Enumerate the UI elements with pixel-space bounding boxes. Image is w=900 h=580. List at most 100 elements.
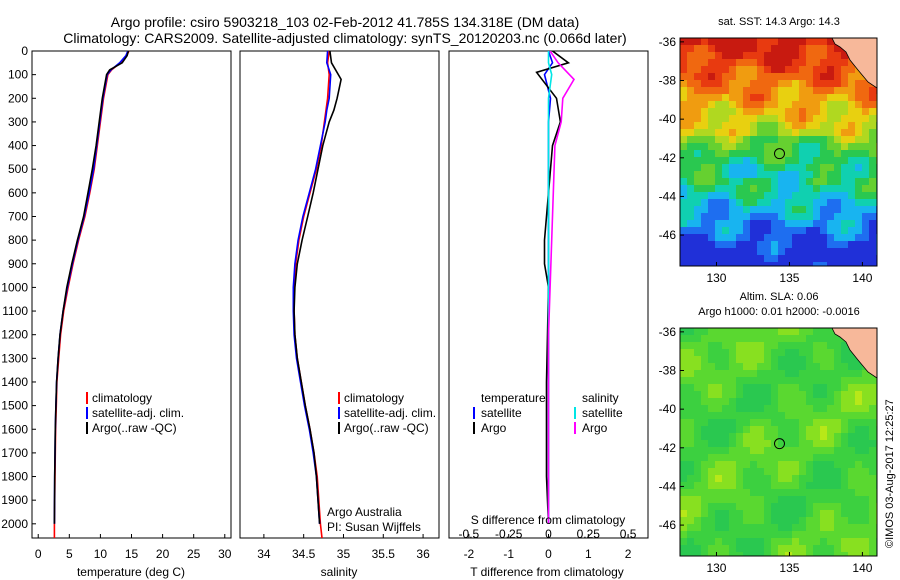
map-cell [729, 496, 736, 503]
lat-tick-label: -36 [659, 325, 677, 339]
map-cell [701, 150, 708, 157]
map-cell [820, 454, 827, 461]
map-cell [827, 220, 834, 227]
map-cell [715, 370, 722, 377]
map-cell [743, 468, 750, 475]
map-cell [820, 524, 827, 531]
map-cell [841, 412, 848, 419]
map-cell [827, 524, 834, 531]
map-cell [701, 440, 708, 447]
map-cell [694, 370, 701, 377]
map-cell [757, 143, 764, 150]
map-cell [869, 241, 876, 248]
map-cell [806, 531, 813, 538]
map-cell [687, 73, 694, 80]
map-cell [862, 213, 869, 220]
map-cell [708, 150, 715, 157]
map-cell [694, 241, 701, 248]
map-cell [680, 482, 687, 489]
map-cell [687, 545, 694, 552]
map-cell [750, 87, 757, 94]
map-cell [862, 87, 869, 94]
x-tick-label: 25 [187, 547, 201, 561]
map-cell [813, 405, 820, 412]
map-cell [855, 220, 862, 227]
map-cell [680, 454, 687, 461]
map-cell [855, 143, 862, 150]
map-cell [687, 517, 694, 524]
map-cell [862, 192, 869, 199]
map-cell [834, 234, 841, 241]
map-cell [694, 234, 701, 241]
map-cell [841, 342, 848, 349]
map-cell [757, 262, 764, 266]
map-cell [708, 80, 715, 87]
map-cell [757, 349, 764, 356]
map-cell [862, 122, 869, 129]
map-cell [834, 136, 841, 143]
map-cell [778, 370, 785, 377]
map-cell [792, 468, 799, 475]
map-cell [729, 440, 736, 447]
map-cell [848, 419, 855, 426]
map-cell [736, 496, 743, 503]
x-tick-label: 34 [257, 547, 271, 561]
map-cell [736, 157, 743, 164]
map-cell [743, 454, 750, 461]
map-cell [764, 143, 771, 150]
s-tick-label: -0.5 [459, 527, 480, 541]
map-cell [708, 52, 715, 59]
map-cell [841, 143, 848, 150]
map-cell [799, 447, 806, 454]
map-cell [771, 171, 778, 178]
map-cell [680, 59, 687, 66]
map-cell [743, 255, 750, 262]
depth-tick-label: 1600 [1, 422, 28, 436]
map-cell [680, 545, 687, 552]
map-cell [834, 342, 841, 349]
map-cell [750, 66, 757, 73]
map-cell [848, 178, 855, 185]
map-cell [841, 262, 848, 266]
map-cell [862, 468, 869, 475]
map-cell [855, 241, 862, 248]
map-cell [694, 185, 701, 192]
map-cell [757, 192, 764, 199]
map-cell [750, 531, 757, 538]
map-cell [820, 482, 827, 489]
map-cell [785, 213, 792, 220]
map-cell [813, 129, 820, 136]
map-cell [869, 136, 876, 143]
map-cell [799, 335, 806, 342]
map-cell [771, 136, 778, 143]
map-cell [799, 517, 806, 524]
map-cell [687, 87, 694, 94]
map-cell [722, 454, 729, 461]
map-cell [841, 370, 848, 377]
map-cell [792, 398, 799, 405]
map-cell [722, 531, 729, 538]
map-cell [743, 164, 750, 171]
map-cell [764, 108, 771, 115]
map-cell [862, 412, 869, 419]
map-cell [687, 136, 694, 143]
legend-satellite-label: satellite-adj. clim. [92, 406, 184, 420]
map-cell [806, 496, 813, 503]
map-cell [813, 545, 820, 552]
map-cell [806, 489, 813, 496]
map-cell [778, 517, 785, 524]
map-cell [687, 157, 694, 164]
map-cell [771, 73, 778, 80]
map-cell [743, 185, 750, 192]
map-cell [722, 419, 729, 426]
map-cell [708, 440, 715, 447]
map-cell [820, 426, 827, 433]
map-cell [869, 171, 876, 178]
map-cell [736, 517, 743, 524]
map-cell [862, 398, 869, 405]
map-cell [834, 496, 841, 503]
map-cell [715, 517, 722, 524]
map-cell [687, 234, 694, 241]
map-cell [750, 503, 757, 510]
map-cell [680, 150, 687, 157]
